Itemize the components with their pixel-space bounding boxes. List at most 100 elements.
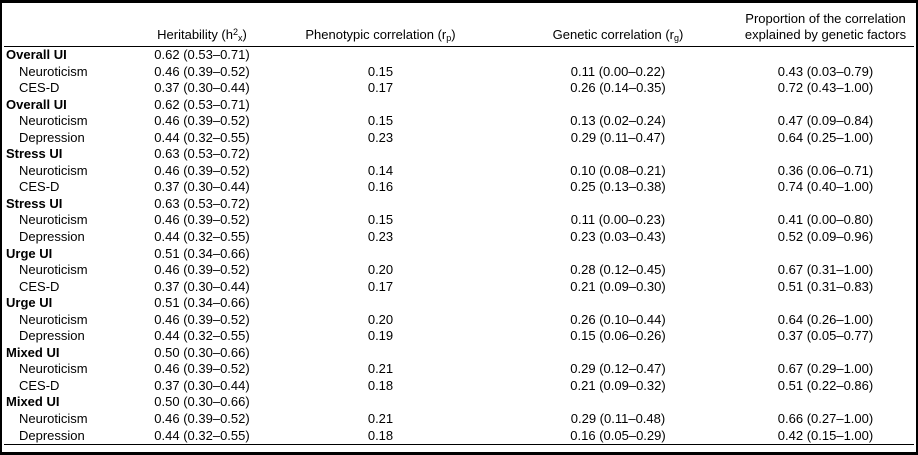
header-heritability-text: Heritability (h — [157, 26, 233, 42]
row-label: Stress UI — [6, 146, 63, 162]
genetic-correlation-value — [499, 246, 737, 263]
header-genetic-subscript: g — [674, 32, 680, 43]
genetic-correlation-value — [499, 345, 737, 362]
heritability-value: 0.46 (0.39–0.52) — [154, 63, 250, 79]
phenotypic-correlation-value: 0.15 — [367, 212, 394, 228]
header-phenotypic-correlation: Phenotypic correlation (rp) — [262, 4, 499, 47]
phenotypic-correlation-value: 0.20 — [367, 262, 394, 278]
phenotypic-correlation-value: 0.21 — [367, 411, 394, 427]
heritability-value: 0.50 (0.30–0.66) — [154, 344, 250, 360]
proportion-explained-value: 0.72 (0.43–1.00) — [777, 80, 874, 96]
table-row: Mixed UI 0.50 (0.30–0.66) — [4, 345, 914, 362]
proportion-explained-value: 0.47 (0.09–0.84) — [777, 113, 874, 129]
row-label: Depression — [19, 229, 85, 245]
heritability-value: 0.46 (0.39–0.52) — [154, 262, 250, 278]
header-phenotypic-text: Phenotypic correlation (r — [305, 26, 447, 42]
row-label: Overall UI — [6, 96, 67, 112]
row-label: Urge UI — [6, 245, 53, 261]
phenotypic-correlation-value: 0.23 — [367, 129, 394, 145]
heritability-value: 0.50 (0.30–0.66) — [154, 394, 250, 410]
phenotypic-correlation-value — [262, 196, 499, 213]
heritability-value: 0.37 (0.30–0.44) — [154, 80, 250, 96]
proportion-explained-value: 0.36 (0.06–0.71) — [777, 162, 874, 178]
header-heritability-close: ) — [242, 26, 247, 42]
table-row: Neuroticism 0.46 (0.39–0.52) 0.20 0.26 (0.1… — [4, 312, 914, 329]
table-row: Urge UI 0.51 (0.34–0.66) — [4, 246, 914, 263]
genetic-correlation-value: 0.21 (0.09–0.32) — [570, 377, 666, 393]
table-row: Stress UI 0.63 (0.53–0.72) — [4, 196, 914, 213]
heritability-value: 0.51 (0.34–0.66) — [154, 245, 250, 261]
proportion-explained-value: 0.67 (0.29–1.00) — [777, 361, 874, 377]
row-label: Depression — [19, 427, 85, 443]
genetic-correlation-value: 0.23 (0.03–0.43) — [570, 229, 666, 245]
genetic-correlation-value: 0.25 (0.13–0.38) — [570, 179, 666, 195]
table-row: Neuroticism 0.46 (0.39–0.52) 0.20 0.28 (0.1… — [4, 262, 914, 279]
proportion-explained-value — [737, 394, 914, 411]
table-row: CES-D 0.37 (0.30–0.44) 0.18 0.21 (0.09–0.32… — [4, 378, 914, 395]
phenotypic-correlation-value — [262, 97, 499, 114]
heritability-value: 0.46 (0.39–0.52) — [154, 411, 250, 427]
heritability-value: 0.62 (0.53–0.71) — [154, 47, 250, 62]
header-heritability-superscript: 2 — [233, 26, 239, 37]
row-label: CES-D — [19, 80, 60, 96]
header-genetic-close: ) — [679, 26, 684, 42]
row-label: Overall UI — [6, 47, 67, 62]
table-row: Depression 0.44 (0.32–0.55) 0.23 0.29 (0.11… — [4, 130, 914, 147]
table-row: CES-D 0.37 (0.30–0.44) 0.17 0.26 (0.14–0.35… — [4, 80, 914, 97]
proportion-explained-value — [737, 196, 914, 213]
proportion-explained-value — [737, 97, 914, 114]
phenotypic-correlation-value: 0.18 — [367, 427, 394, 443]
phenotypic-correlation-value: 0.16 — [367, 179, 394, 195]
heritability-value: 0.44 (0.32–0.55) — [154, 427, 250, 443]
phenotypic-correlation-value — [262, 47, 499, 64]
genetic-correlation-value: 0.11 (0.00–0.22) — [570, 63, 666, 79]
proportion-explained-value: 0.52 (0.09–0.96) — [777, 229, 874, 245]
table-row: Depression 0.44 (0.32–0.55) 0.23 0.23 (0.03… — [4, 229, 914, 246]
proportion-explained-value: 0.51 (0.22–0.86) — [777, 377, 874, 393]
heritability-value: 0.44 (0.32–0.55) — [154, 328, 250, 344]
genetic-correlation-value: 0.29 (0.11–0.48) — [570, 411, 666, 427]
row-label: Neuroticism — [19, 212, 88, 228]
table-row: Neuroticism 0.46 (0.39–0.52) 0.15 0.11 (0.0… — [4, 64, 914, 81]
row-label: Urge UI — [6, 295, 53, 311]
header-genetic-text: Genetic correlation (r — [552, 26, 675, 42]
heritability-value: 0.62 (0.53–0.71) — [154, 96, 250, 112]
phenotypic-correlation-value: 0.17 — [367, 80, 394, 96]
phenotypic-correlation-value: 0.17 — [367, 278, 394, 294]
header-proportion-line2: explained by genetic factors — [744, 26, 907, 42]
proportion-explained-value: 0.64 (0.25–1.00) — [777, 129, 874, 145]
header-empty-cell — [4, 4, 142, 47]
proportion-explained-value: 0.43 (0.03–0.79) — [777, 63, 874, 79]
proportion-explained-value — [737, 246, 914, 263]
proportion-explained-value: 0.42 (0.15–1.00) — [777, 427, 874, 443]
row-label: Depression — [19, 129, 85, 145]
heritability-value: 0.63 (0.53–0.72) — [154, 195, 250, 211]
table-row: Neuroticism 0.46 (0.39–0.52) 0.21 0.29 (0.1… — [4, 361, 914, 378]
table-row: Urge UI 0.51 (0.34–0.66) — [4, 295, 914, 312]
table-row: CES-D 0.37 (0.30–0.44) 0.16 0.25 (0.13–0.38… — [4, 179, 914, 196]
header-phenotypic-close: ) — [451, 26, 456, 42]
row-label: CES-D — [19, 278, 60, 294]
heritability-value: 0.46 (0.39–0.52) — [154, 162, 250, 178]
row-label: Neuroticism — [19, 63, 88, 79]
proportion-explained-value: 0.37 (0.05–0.77) — [777, 328, 874, 344]
genetic-correlation-value — [499, 295, 737, 312]
table-row: Stress UI 0.63 (0.53–0.72) — [4, 146, 914, 163]
phenotypic-correlation-value: 0.14 — [367, 162, 394, 178]
phenotypic-correlation-value — [262, 146, 499, 163]
heritability-value: 0.51 (0.34–0.66) — [154, 295, 250, 311]
header-genetic-correlation: Genetic correlation (rg) — [499, 4, 737, 47]
header-phenotypic-subscript: p — [446, 32, 452, 43]
phenotypic-correlation-value: 0.23 — [367, 229, 394, 245]
heritability-value: 0.37 (0.30–0.44) — [154, 179, 250, 195]
heritability-value: 0.37 (0.30–0.44) — [154, 278, 250, 294]
proportion-explained-value — [737, 345, 914, 362]
table-row: Depression 0.44 (0.32–0.55) 0.19 0.15 (0.06… — [4, 328, 914, 345]
header-proportion-line1: Proportion of the correlation — [745, 11, 906, 26]
row-label: Neuroticism — [19, 113, 88, 129]
proportion-explained-value: 0.64 (0.26–1.00) — [777, 311, 874, 327]
heritability-value: 0.46 (0.39–0.52) — [154, 361, 250, 377]
proportion-explained-value: 0.41 (0.00–0.80) — [777, 212, 874, 228]
heritability-value: 0.37 (0.30–0.44) — [154, 377, 250, 393]
genetic-correlation-value: 0.29 (0.11–0.47) — [570, 129, 666, 145]
